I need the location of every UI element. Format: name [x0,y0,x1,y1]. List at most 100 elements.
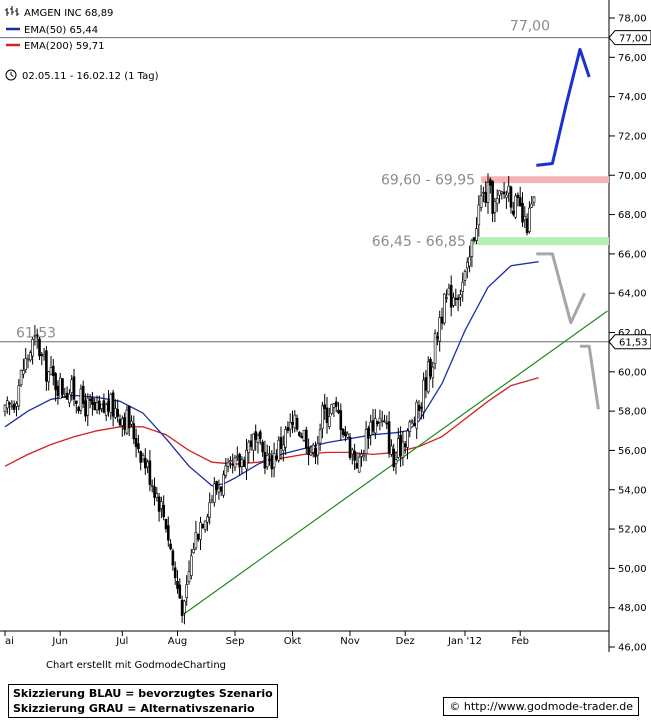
bar-body [75,400,78,404]
axis-badge-label: 61,53 [619,338,648,349]
annotations: 77,00 61,53 69,60 - 69,95 66,45 - 66,85 [16,19,550,342]
price-bar [268,446,271,466]
bar-body [93,402,96,411]
price-bar [272,442,276,478]
price-bar [295,414,299,432]
price-bar [396,427,400,459]
price-bar [309,445,313,457]
bar-body [281,444,285,451]
price-bar [38,336,41,361]
price-bar [185,575,188,606]
bar-body [116,409,119,417]
bar-body [357,456,361,473]
bar-body [137,443,140,450]
x-tick-label: ai [5,636,14,647]
price-bar [192,542,195,554]
bar-body [54,373,57,391]
bar-body [144,458,147,469]
price-bar [279,426,283,460]
bar-body [98,400,101,411]
price-bars [3,173,536,625]
price-bar [146,459,149,474]
bar-body [70,379,73,393]
bar-body [426,361,430,393]
bar-body [199,522,202,540]
price-bar [219,486,223,497]
legend-period: 02.05.11 - 16.02.12 (1 Tag) [22,71,159,82]
y-tick-label: 72,00 [618,131,647,142]
price-bar [215,480,218,495]
y-tick-label: 68,00 [618,210,647,221]
price-bar [51,359,55,386]
bar-body [468,256,471,267]
bar-body [40,354,44,356]
bar-body [95,402,99,411]
price-bar [148,449,152,492]
price-bar [199,516,202,551]
price-bar [17,379,21,411]
bar-body [231,463,234,466]
price-bar [293,410,297,433]
price-bar [72,368,76,407]
bar-body [505,194,508,198]
bar-body [176,580,179,589]
bar-body [341,428,345,436]
bar-body [459,294,462,298]
bar-body [107,400,110,412]
price-bar [422,372,425,420]
bar-body [201,523,205,529]
price-bar [47,370,51,391]
bar-body [376,421,379,424]
price-bar [254,424,257,451]
bar-body [521,202,524,223]
bar-body [528,207,531,232]
price-bar [484,181,488,207]
price-bar [8,401,11,416]
y-tick-label: 76,00 [618,53,647,64]
y-tick-label: 70,00 [618,171,647,182]
price-bar [350,447,354,465]
bar-body [213,483,216,503]
price-bar [240,456,244,474]
scenario-grey-note: Skizzierung GRAU = Alternativszenario [13,702,255,715]
y-tick-label: 78,00 [618,14,647,25]
bar-body [438,317,442,342]
bar-body [360,453,363,457]
x-tick-label: Sep [226,636,245,647]
price-bar [502,182,506,199]
bar-body [472,237,476,241]
price-bar [277,436,281,463]
price-bar [153,477,156,506]
price-bar [318,423,322,452]
bar-body [353,450,356,461]
price-bar [530,195,534,208]
bar-body [139,451,142,463]
price-bar [482,186,485,203]
bar-body [61,378,64,395]
bar-body [484,191,488,203]
bar-body [422,379,425,413]
price-bar [357,452,361,473]
bar-body [316,443,320,456]
y-tick-label: 46,00 [618,643,647,654]
price-bar [364,420,368,462]
price-bar [440,307,444,330]
bar-body [295,417,299,430]
y-tick-label: 52,00 [618,525,647,536]
target-label: 77,00 [510,19,550,35]
price-bar [454,288,458,307]
price-bar [22,358,25,379]
price-bar [523,206,527,229]
price-bar [176,570,179,594]
price-bar [275,449,278,462]
bar-body [164,518,168,530]
price-bar [417,400,421,419]
price-bar [171,548,175,571]
source-link[interactable]: © http://www.godmode-trader.de [443,697,639,716]
bar-body [162,504,165,518]
price-bar [436,331,439,346]
price-bar [373,409,377,440]
price-bar [327,407,331,430]
y-tick-label: 74,00 [618,92,647,103]
bar-body [465,262,469,269]
